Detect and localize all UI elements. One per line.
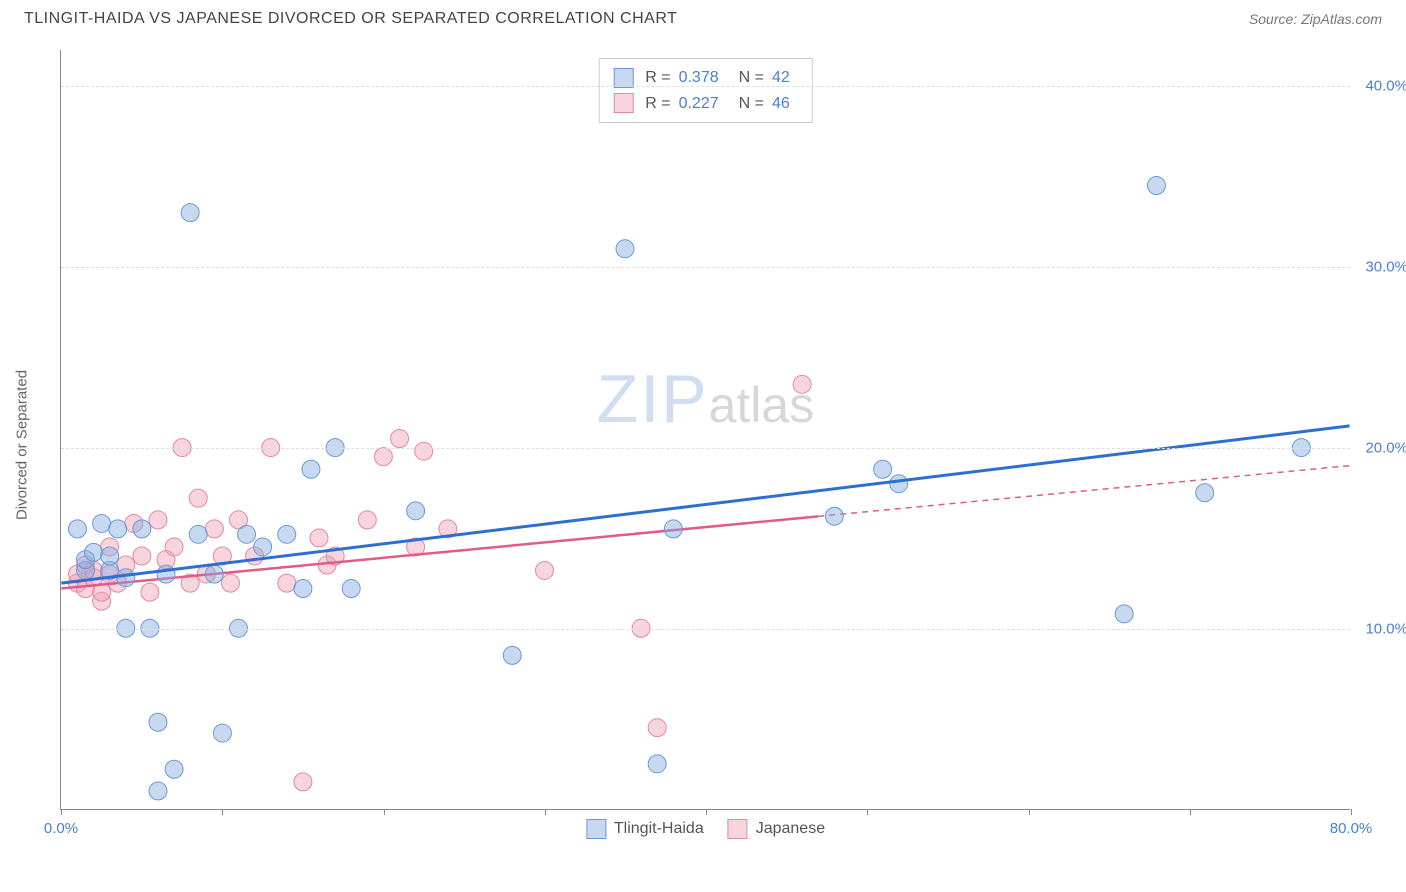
trend-line <box>61 426 1349 583</box>
data-point <box>358 511 376 529</box>
data-point <box>648 755 666 773</box>
data-point <box>535 561 553 579</box>
tlingit-haida-swatch-icon <box>613 68 633 88</box>
data-point <box>415 442 433 460</box>
japanese-swatch-icon <box>613 93 633 113</box>
data-point <box>117 569 135 587</box>
data-point <box>793 375 811 393</box>
data-point <box>1115 605 1133 623</box>
data-point <box>213 724 231 742</box>
data-point <box>189 525 207 543</box>
data-point <box>101 547 119 565</box>
data-point <box>93 514 111 532</box>
tlingit-haida-swatch-icon <box>586 819 606 839</box>
y-tick-label: 40.0% <box>1365 78 1406 95</box>
r-label: R = <box>645 91 670 117</box>
data-point <box>133 520 151 538</box>
data-point <box>189 489 207 507</box>
x-tick <box>61 809 62 815</box>
x-tick <box>1029 809 1030 815</box>
x-tick <box>1190 809 1191 815</box>
source-name: ZipAtlas.com <box>1301 11 1382 27</box>
x-tick <box>1351 809 1352 815</box>
data-point <box>221 574 239 592</box>
x-tick <box>384 809 385 815</box>
data-point <box>616 240 634 258</box>
data-point <box>165 760 183 778</box>
data-point <box>342 580 360 598</box>
data-point <box>664 520 682 538</box>
data-point <box>1196 484 1214 502</box>
data-point <box>238 525 256 543</box>
data-point <box>68 520 86 538</box>
data-point <box>205 565 223 583</box>
data-point <box>149 511 167 529</box>
data-point <box>85 543 103 561</box>
header: TLINGIT-HAIDA VS JAPANESE DIVORCED OR SE… <box>0 0 1406 28</box>
data-point <box>141 583 159 601</box>
n-label: N = <box>739 91 764 117</box>
x-tick <box>867 809 868 815</box>
data-point <box>648 719 666 737</box>
x-tick-label: 0.0% <box>44 820 78 837</box>
legend-series: Tlingit-Haida Japanese <box>586 819 825 839</box>
legend-stats-box: R = 0.378 N = 42 R = 0.227 N = 46 <box>598 58 813 123</box>
x-tick <box>545 809 546 815</box>
data-point <box>890 475 908 493</box>
y-tick-label: 30.0% <box>1365 259 1406 276</box>
data-point <box>149 782 167 800</box>
data-point <box>165 538 183 556</box>
chart-title: TLINGIT-HAIDA VS JAPANESE DIVORCED OR SE… <box>24 10 677 28</box>
data-point <box>825 507 843 525</box>
data-point <box>407 502 425 520</box>
grid-line <box>61 448 1350 449</box>
grid-line <box>61 267 1350 268</box>
data-point <box>157 565 175 583</box>
data-point <box>109 520 127 538</box>
legend-item-tlingit-haida: Tlingit-Haida <box>586 819 704 839</box>
legend-stats-row-2: R = 0.227 N = 46 <box>613 91 798 117</box>
x-tick-label: 80.0% <box>1330 820 1373 837</box>
x-tick <box>706 809 707 815</box>
data-point <box>294 580 312 598</box>
data-point <box>302 460 320 478</box>
plot-area: ZIPatlas R = 0.378 N = 42 R = 0.227 N = … <box>60 50 1350 810</box>
source-prefix: Source: <box>1249 11 1301 27</box>
grid-line <box>61 86 1350 87</box>
data-point <box>205 520 223 538</box>
data-point <box>503 646 521 664</box>
data-point <box>874 460 892 478</box>
source-attribution: Source: ZipAtlas.com <box>1249 11 1382 27</box>
data-point <box>278 574 296 592</box>
data-point <box>310 529 328 547</box>
data-point <box>278 525 296 543</box>
scatter-plot-svg <box>61 50 1350 809</box>
grid-line <box>61 629 1350 630</box>
y-axis-label: Divorced or Separated <box>14 370 31 520</box>
data-point <box>374 448 392 466</box>
data-point <box>391 430 409 448</box>
data-point <box>254 538 272 556</box>
japanese-r-value: 0.227 <box>679 91 719 117</box>
japanese-label: Japanese <box>756 820 825 838</box>
legend-item-japanese: Japanese <box>728 819 825 839</box>
chart-container: Divorced or Separated ZIPatlas R = 0.378… <box>60 50 1380 840</box>
x-tick <box>222 809 223 815</box>
japanese-swatch-icon <box>728 819 748 839</box>
y-tick-label: 10.0% <box>1365 621 1406 638</box>
data-point <box>133 547 151 565</box>
japanese-n-value: 46 <box>772 91 790 117</box>
data-point <box>1147 177 1165 195</box>
y-tick-label: 20.0% <box>1365 440 1406 457</box>
data-point <box>294 773 312 791</box>
tlingit-haida-label: Tlingit-Haida <box>614 820 704 838</box>
data-point <box>181 204 199 222</box>
data-point <box>149 713 167 731</box>
